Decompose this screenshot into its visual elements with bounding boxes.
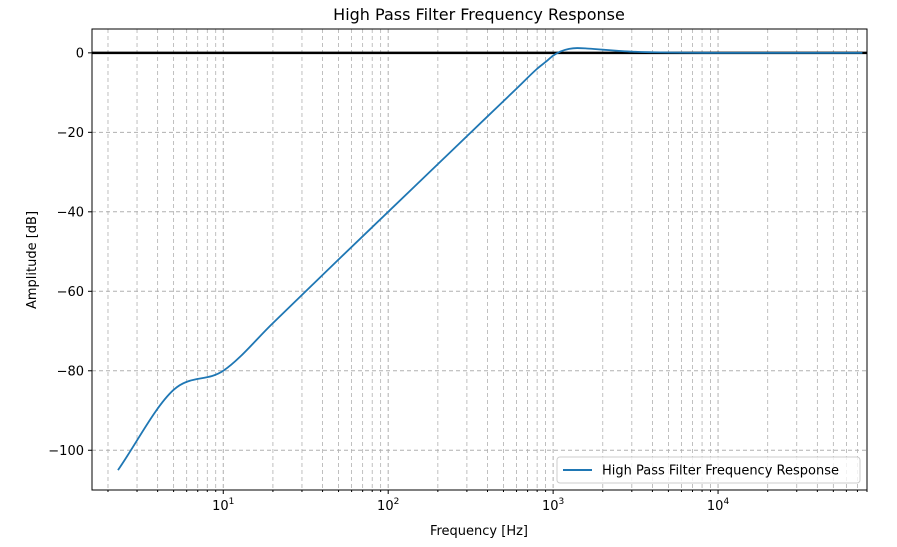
x-tick-label-exponent: 2 <box>394 497 400 507</box>
x-tick-label: 103 <box>542 497 564 514</box>
x-tick-label-base: 10 <box>542 499 559 514</box>
legend-box <box>556 456 861 484</box>
legend: High Pass Filter Frequency Response <box>556 456 861 484</box>
legend-entry-label: High Pass Filter Frequency Response <box>602 464 839 479</box>
y-axis-ticks: 0 −20 −40 −60 −80 −100 <box>48 46 92 459</box>
chart-title: High Pass Filter Frequency Response <box>333 5 625 24</box>
x-tick-label-base: 10 <box>377 499 394 514</box>
y-tick-label: −40 <box>57 205 84 220</box>
y-tick-label: −100 <box>48 444 84 459</box>
y-tick-label: −60 <box>57 285 84 300</box>
x-tick-label-exponent: 4 <box>723 497 729 507</box>
series-layer <box>117 47 863 471</box>
series-line-high-pass-response <box>117 47 863 471</box>
x-tick-label: 104 <box>707 497 730 514</box>
x-axis-label: Frequency [Hz] <box>430 524 528 539</box>
y-tick-label: −20 <box>57 126 84 141</box>
x-tick-label-base: 10 <box>707 499 724 514</box>
y-axis-label: Amplitude [dB] <box>25 211 40 309</box>
x-tick-label: 102 <box>377 497 399 514</box>
y-tick-label: 0 <box>76 46 84 61</box>
y-tick-label: −80 <box>57 364 84 379</box>
x-tick-label-exponent: 1 <box>229 497 235 507</box>
x-axis-ticks: 101 102 103 104 <box>107 490 868 514</box>
plot-area-frame <box>91 28 868 491</box>
x-tick-label-exponent: 3 <box>559 497 565 507</box>
x-tick-label-base: 10 <box>212 499 229 514</box>
x-tick-label: 101 <box>212 497 234 514</box>
